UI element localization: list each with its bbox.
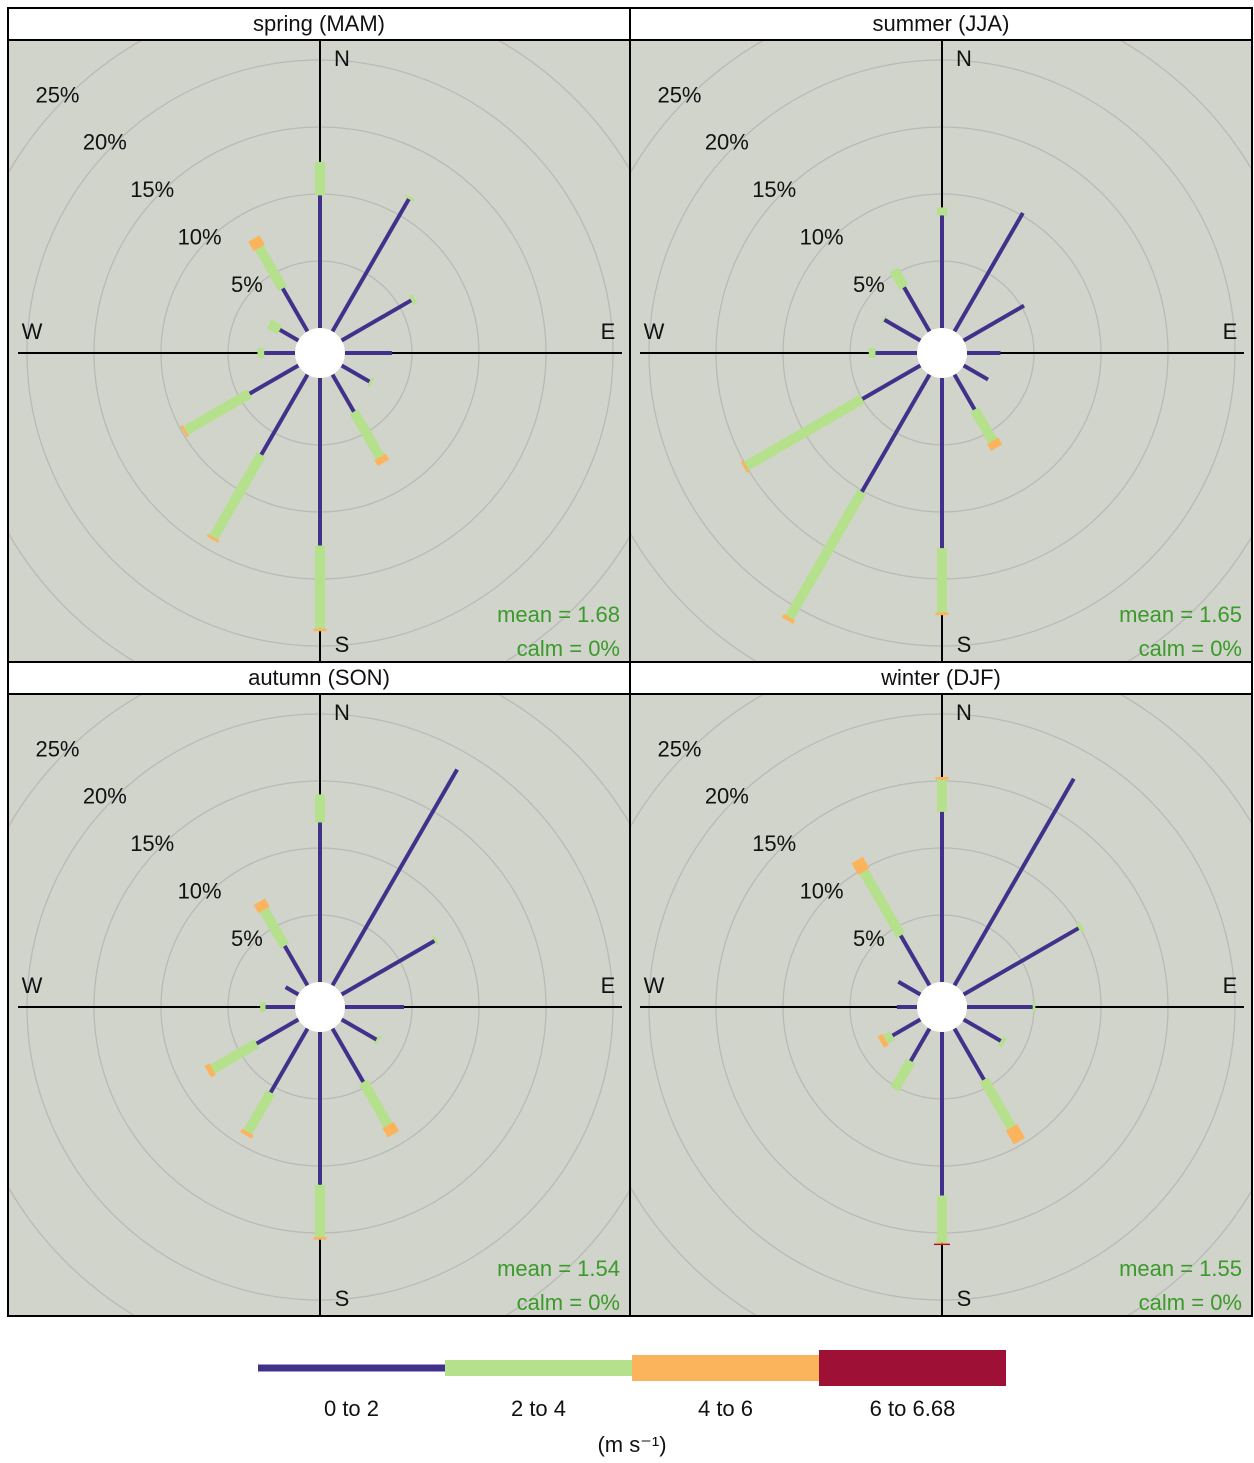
wind-bar — [259, 902, 264, 910]
calm-circle — [295, 982, 345, 1032]
r-tick-label: 10% — [800, 224, 844, 249]
panel-title: spring (MAM) — [253, 11, 385, 36]
annotation: calm = 0% — [1139, 1290, 1242, 1315]
r-tick-label: 20% — [83, 784, 127, 809]
r-tick-label: 5% — [231, 272, 263, 297]
legend-label: 4 to 6 — [698, 1396, 753, 1421]
wind-bar — [254, 239, 259, 248]
r-tick-label: 5% — [853, 926, 885, 951]
compass-label: E — [601, 319, 616, 344]
r-tick-label: 15% — [130, 831, 174, 856]
wind-bar — [409, 197, 410, 199]
compass-label: S — [335, 632, 350, 657]
r-tick-label: 10% — [178, 224, 222, 249]
compass-label: W — [644, 319, 665, 344]
wind-bar — [1079, 926, 1082, 928]
wind-bar — [380, 457, 383, 463]
wind-bar — [883, 319, 884, 320]
wind-bar — [857, 860, 864, 872]
r-tick-label: 15% — [752, 177, 796, 202]
compass-label: N — [956, 700, 972, 725]
r-tick-label: 15% — [752, 831, 796, 856]
compass-label: N — [334, 700, 350, 725]
legend-label: 6 to 6.68 — [870, 1396, 956, 1421]
r-tick-label: 10% — [178, 878, 222, 903]
calm-circle — [917, 328, 967, 378]
compass-label: E — [601, 973, 616, 998]
wind-bar — [434, 940, 436, 941]
compass-label: E — [1223, 973, 1238, 998]
compass-label: W — [644, 973, 665, 998]
r-tick-label: 25% — [657, 736, 701, 761]
wind-bar — [881, 1040, 886, 1043]
r-tick-label: 5% — [231, 926, 263, 951]
calm-circle — [917, 982, 967, 1032]
wind-bar — [208, 1069, 213, 1072]
panel-title: autumn (SON) — [248, 665, 390, 690]
compass-label: S — [957, 632, 972, 657]
calm-circle — [295, 328, 345, 378]
r-tick-label: 25% — [35, 736, 79, 761]
annotation: mean = 1.68 — [497, 602, 620, 627]
legend-label: 0 to 2 — [324, 1396, 379, 1421]
legend-key — [258, 1365, 445, 1372]
r-tick-label: 10% — [800, 878, 844, 903]
legend-key — [445, 1360, 632, 1376]
compass-label: N — [334, 46, 350, 71]
annotation: calm = 0% — [517, 1290, 620, 1315]
wind-bar — [411, 298, 414, 300]
compass-label: W — [22, 973, 43, 998]
annotation: calm = 0% — [517, 636, 620, 661]
r-tick-label: 25% — [657, 82, 701, 107]
annotation: calm = 0% — [1139, 636, 1242, 661]
compass-label: S — [335, 1286, 350, 1311]
panel: 5% 10%15%20%25% N E S Wmean = 1.54 calm = 0% au… — [0, 647, 680, 1367]
annotation: mean = 1.54 — [497, 1256, 620, 1281]
panel-title: winter (DJF) — [880, 665, 1001, 690]
r-tick-label: 20% — [705, 784, 749, 809]
wind-bar — [1011, 1127, 1019, 1141]
legend-key — [632, 1355, 819, 1381]
compass-label: N — [956, 46, 972, 71]
compass-label: E — [1223, 319, 1238, 344]
chart: 5%10%15%20%25%NESWmean = 1.68calm = 0%sp… — [0, 0, 1254, 1463]
wind-bar — [370, 382, 372, 383]
compass-label: W — [22, 319, 43, 344]
wind-bar — [183, 430, 185, 431]
wind-bar — [886, 1036, 893, 1040]
r-tick-label: 20% — [705, 130, 749, 155]
legend-title: (m s⁻¹) — [597, 1432, 666, 1457]
legend-key — [819, 1350, 1006, 1386]
wind-bar — [1001, 1041, 1004, 1043]
panel: 5% 10%15%20%25% N E S Wmean = 1.68 calm = 0% sp… — [0, 0, 680, 713]
wind-bar — [388, 1125, 393, 1134]
wind-bar — [787, 617, 789, 620]
wind-bar — [269, 324, 279, 330]
annotation: mean = 1.65 — [1119, 602, 1242, 627]
wind-bar — [376, 1040, 378, 1041]
wind-bar — [246, 1132, 248, 1135]
wind-bar — [212, 537, 213, 539]
compass-label: S — [957, 1286, 972, 1311]
r-tick-label: 15% — [130, 177, 174, 202]
annotation: mean = 1.55 — [1119, 1256, 1242, 1281]
wind-bar — [993, 441, 997, 448]
legend-label: 2 to 4 — [511, 1396, 566, 1421]
r-tick-label: 5% — [853, 272, 885, 297]
r-tick-label: 25% — [35, 82, 79, 107]
panel-title: summer (JJA) — [873, 11, 1010, 36]
wind-bar — [744, 466, 746, 467]
r-tick-label: 20% — [83, 130, 127, 155]
